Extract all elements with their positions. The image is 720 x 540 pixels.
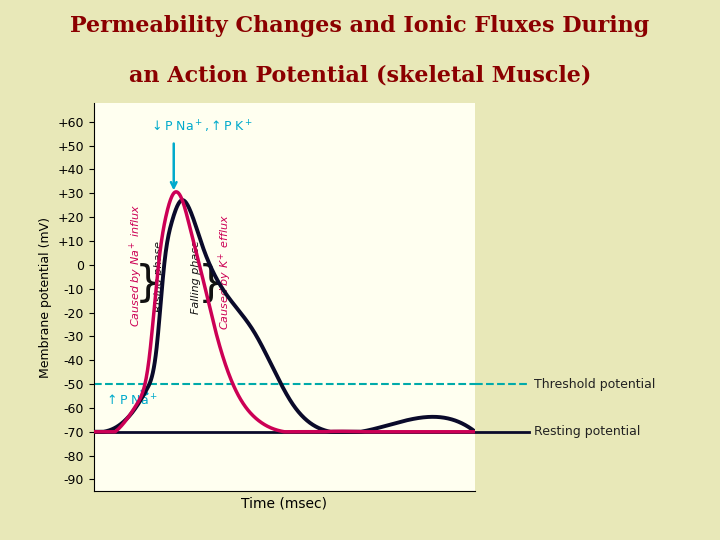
Y-axis label: Membrane potential (mV): Membrane potential (mV): [39, 217, 52, 377]
Text: Permeability Changes and Ionic Fluxes During: Permeability Changes and Ionic Fluxes Du…: [71, 15, 649, 37]
Text: Rising phase: Rising phase: [154, 241, 164, 312]
Text: an Action Potential (skeletal Muscle): an Action Potential (skeletal Muscle): [129, 64, 591, 86]
Text: }: }: [197, 263, 224, 305]
Text: Threshold potential: Threshold potential: [534, 377, 655, 390]
Text: $\downarrow$P Na$^+$,$\uparrow$P K$^+$: $\downarrow$P Na$^+$,$\uparrow$P K$^+$: [149, 118, 253, 134]
X-axis label: Time (msec): Time (msec): [241, 497, 328, 511]
Text: Caused by K$^+$ efflux: Caused by K$^+$ efflux: [217, 214, 234, 330]
Text: $\uparrow$P Na$^+$: $\uparrow$P Na$^+$: [104, 393, 158, 409]
Text: Resting potential: Resting potential: [534, 426, 640, 438]
Text: }: }: [135, 263, 161, 305]
Text: Falling phase: Falling phase: [191, 240, 201, 314]
Text: Caused by Na$^+$ influx: Caused by Na$^+$ influx: [127, 203, 145, 327]
